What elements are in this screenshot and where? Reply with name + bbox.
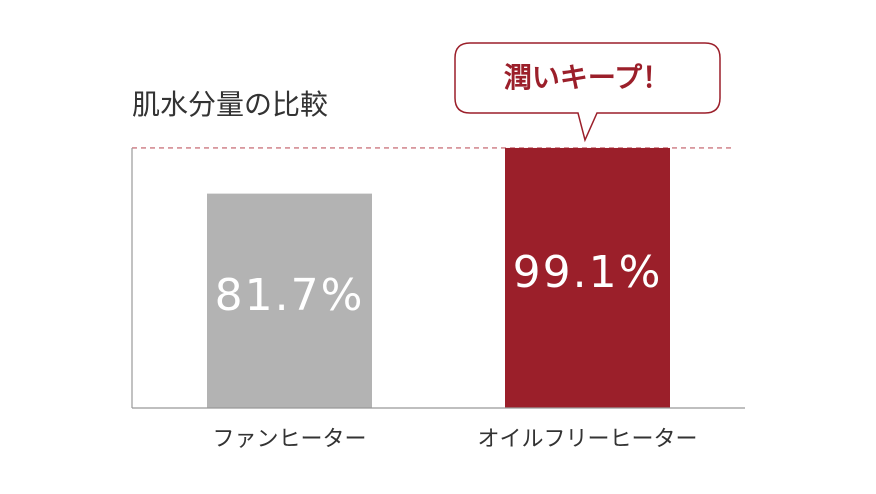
x-tick-label: オイルフリーヒーター — [477, 427, 697, 452]
callout-text: 潤いキープ！ — [504, 61, 670, 94]
x-tick-label: ファンヒーター — [212, 427, 366, 452]
bar — [505, 147, 670, 408]
bar — [207, 193, 372, 408]
value-label: 81.7% — [215, 270, 365, 321]
value-label: 99.1% — [513, 247, 663, 298]
callout: 潤いキープ！ — [454, 42, 721, 143]
chart-title: 肌水分量の比較 — [132, 88, 328, 121]
callout-bubble — [454, 42, 721, 143]
